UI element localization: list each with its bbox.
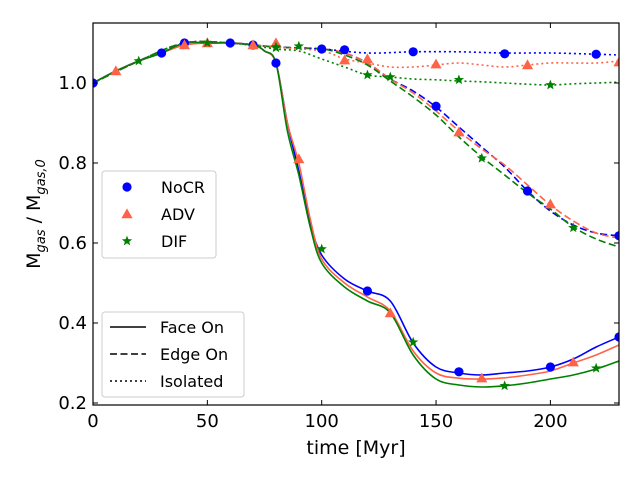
data-point-dif-face-on — [590, 362, 602, 373]
data-point-nocr-face-on — [225, 38, 235, 48]
data-point-nocr-isolated — [500, 49, 510, 59]
data-point-adv-isolated — [613, 56, 619, 67]
legend-label-isolated: Isolated — [160, 372, 223, 391]
y-tick-label: 0.4 — [58, 313, 87, 334]
legend-label-edge-on: Edge On — [160, 345, 228, 364]
data-point-nocr-face-on — [362, 286, 373, 296]
data-point-adv-edge-on — [544, 198, 556, 209]
data-point-dif-edge-on — [293, 40, 304, 51]
data-point-nocr-face-on — [271, 58, 281, 68]
data-point-dif-face-on — [408, 336, 419, 347]
legend-label-dif: DIF — [161, 232, 187, 251]
y-axis-label-sub2: gas,0 — [34, 159, 49, 194]
data-point-adv-face-on — [110, 65, 122, 76]
legend-marker-nocr — [122, 182, 132, 192]
series-line-nocr-edge-on — [93, 40, 619, 237]
data-point-nocr-edge-on — [522, 186, 533, 196]
legend-label-adv: ADV — [161, 205, 195, 224]
y-axis-label-sub1: gas — [34, 229, 49, 252]
data-point-adv-face-on — [178, 39, 191, 50]
data-point-adv-isolated — [338, 54, 351, 65]
data-point-adv-isolated — [521, 59, 534, 70]
data-point-dif-isolated — [270, 42, 282, 53]
data-point-nocr-face-on — [454, 367, 464, 377]
y-axis-label: Mgas / Mgas,0 — [23, 159, 49, 269]
data-point-nocr-edge-on — [339, 45, 350, 55]
data-point-dif-face-on — [499, 380, 510, 391]
x-tick-label: 0 — [87, 411, 98, 432]
y-tick-label: 0.8 — [58, 153, 87, 174]
x-tick-label: 150 — [419, 411, 453, 432]
data-point-nocr-isolated — [408, 47, 418, 57]
data-point-dif-isolated — [362, 69, 373, 80]
x-axis-label: time [Myr] — [306, 437, 405, 459]
legend-lines: Face On Edge On Isolated — [101, 311, 245, 398]
legend-lines-box — [101, 311, 245, 398]
data-point-adv-face-on — [293, 153, 305, 164]
y-tick-label: 1.0 — [58, 73, 87, 94]
x-tick-label: 100 — [305, 411, 339, 432]
data-point-adv-face-on — [247, 39, 259, 50]
data-point-dif-edge-on — [476, 152, 487, 163]
data-point-adv-isolated — [361, 53, 374, 64]
data-point-nocr-face-on — [614, 332, 619, 342]
data-point-dif-edge-on — [568, 222, 579, 233]
data-point-dif-isolated — [453, 74, 465, 85]
tick-layer: 0 50 100 150 200 0.2 0.4 0.6 0.8 1.0 — [58, 23, 619, 432]
data-point-dif-face-on — [316, 243, 327, 254]
data-point-nocr-isolated — [591, 49, 601, 59]
data-point-dif-face-on — [202, 37, 213, 48]
data-point-adv-isolated — [430, 58, 442, 69]
data-point-dif-edge-on — [385, 71, 396, 82]
data-point-dif-face-on — [133, 55, 144, 66]
x-tick-label: 50 — [196, 411, 219, 432]
data-point-nocr-face-on — [545, 362, 555, 372]
data-point-nocr-face-on — [157, 48, 167, 58]
legend-marker-adv — [121, 208, 133, 219]
x-tick-label: 200 — [533, 411, 567, 432]
legend-label-face-on: Face On — [160, 318, 224, 337]
data-point-adv-face-on — [567, 356, 579, 367]
series-line-adv-face-on — [93, 41, 619, 380]
legend-label-nocr: NoCR — [161, 178, 205, 197]
y-tick-label: 0.2 — [58, 393, 87, 414]
legend-markers-box — [101, 170, 217, 259]
data-point-dif-isolated — [545, 79, 556, 90]
data-point-nocr-edge-on — [614, 231, 619, 241]
data-point-nocr-edge-on — [317, 44, 327, 54]
data-point-adv-face-on — [384, 307, 396, 318]
marker-layer — [93, 37, 619, 391]
data-point-adv-edge-on — [453, 126, 465, 137]
y-axis-label-mid: / M — [23, 195, 45, 230]
y-tick-label: 0.6 — [58, 233, 87, 254]
data-point-adv-face-on — [476, 372, 488, 383]
data-point-nocr-edge-on — [431, 101, 441, 111]
legend-marker-dif — [121, 235, 133, 246]
legend-markers: NoCR ADV DIF — [101, 170, 217, 259]
series-line-dif-edge-on — [93, 40, 619, 248]
plot-frame — [92, 22, 620, 406]
